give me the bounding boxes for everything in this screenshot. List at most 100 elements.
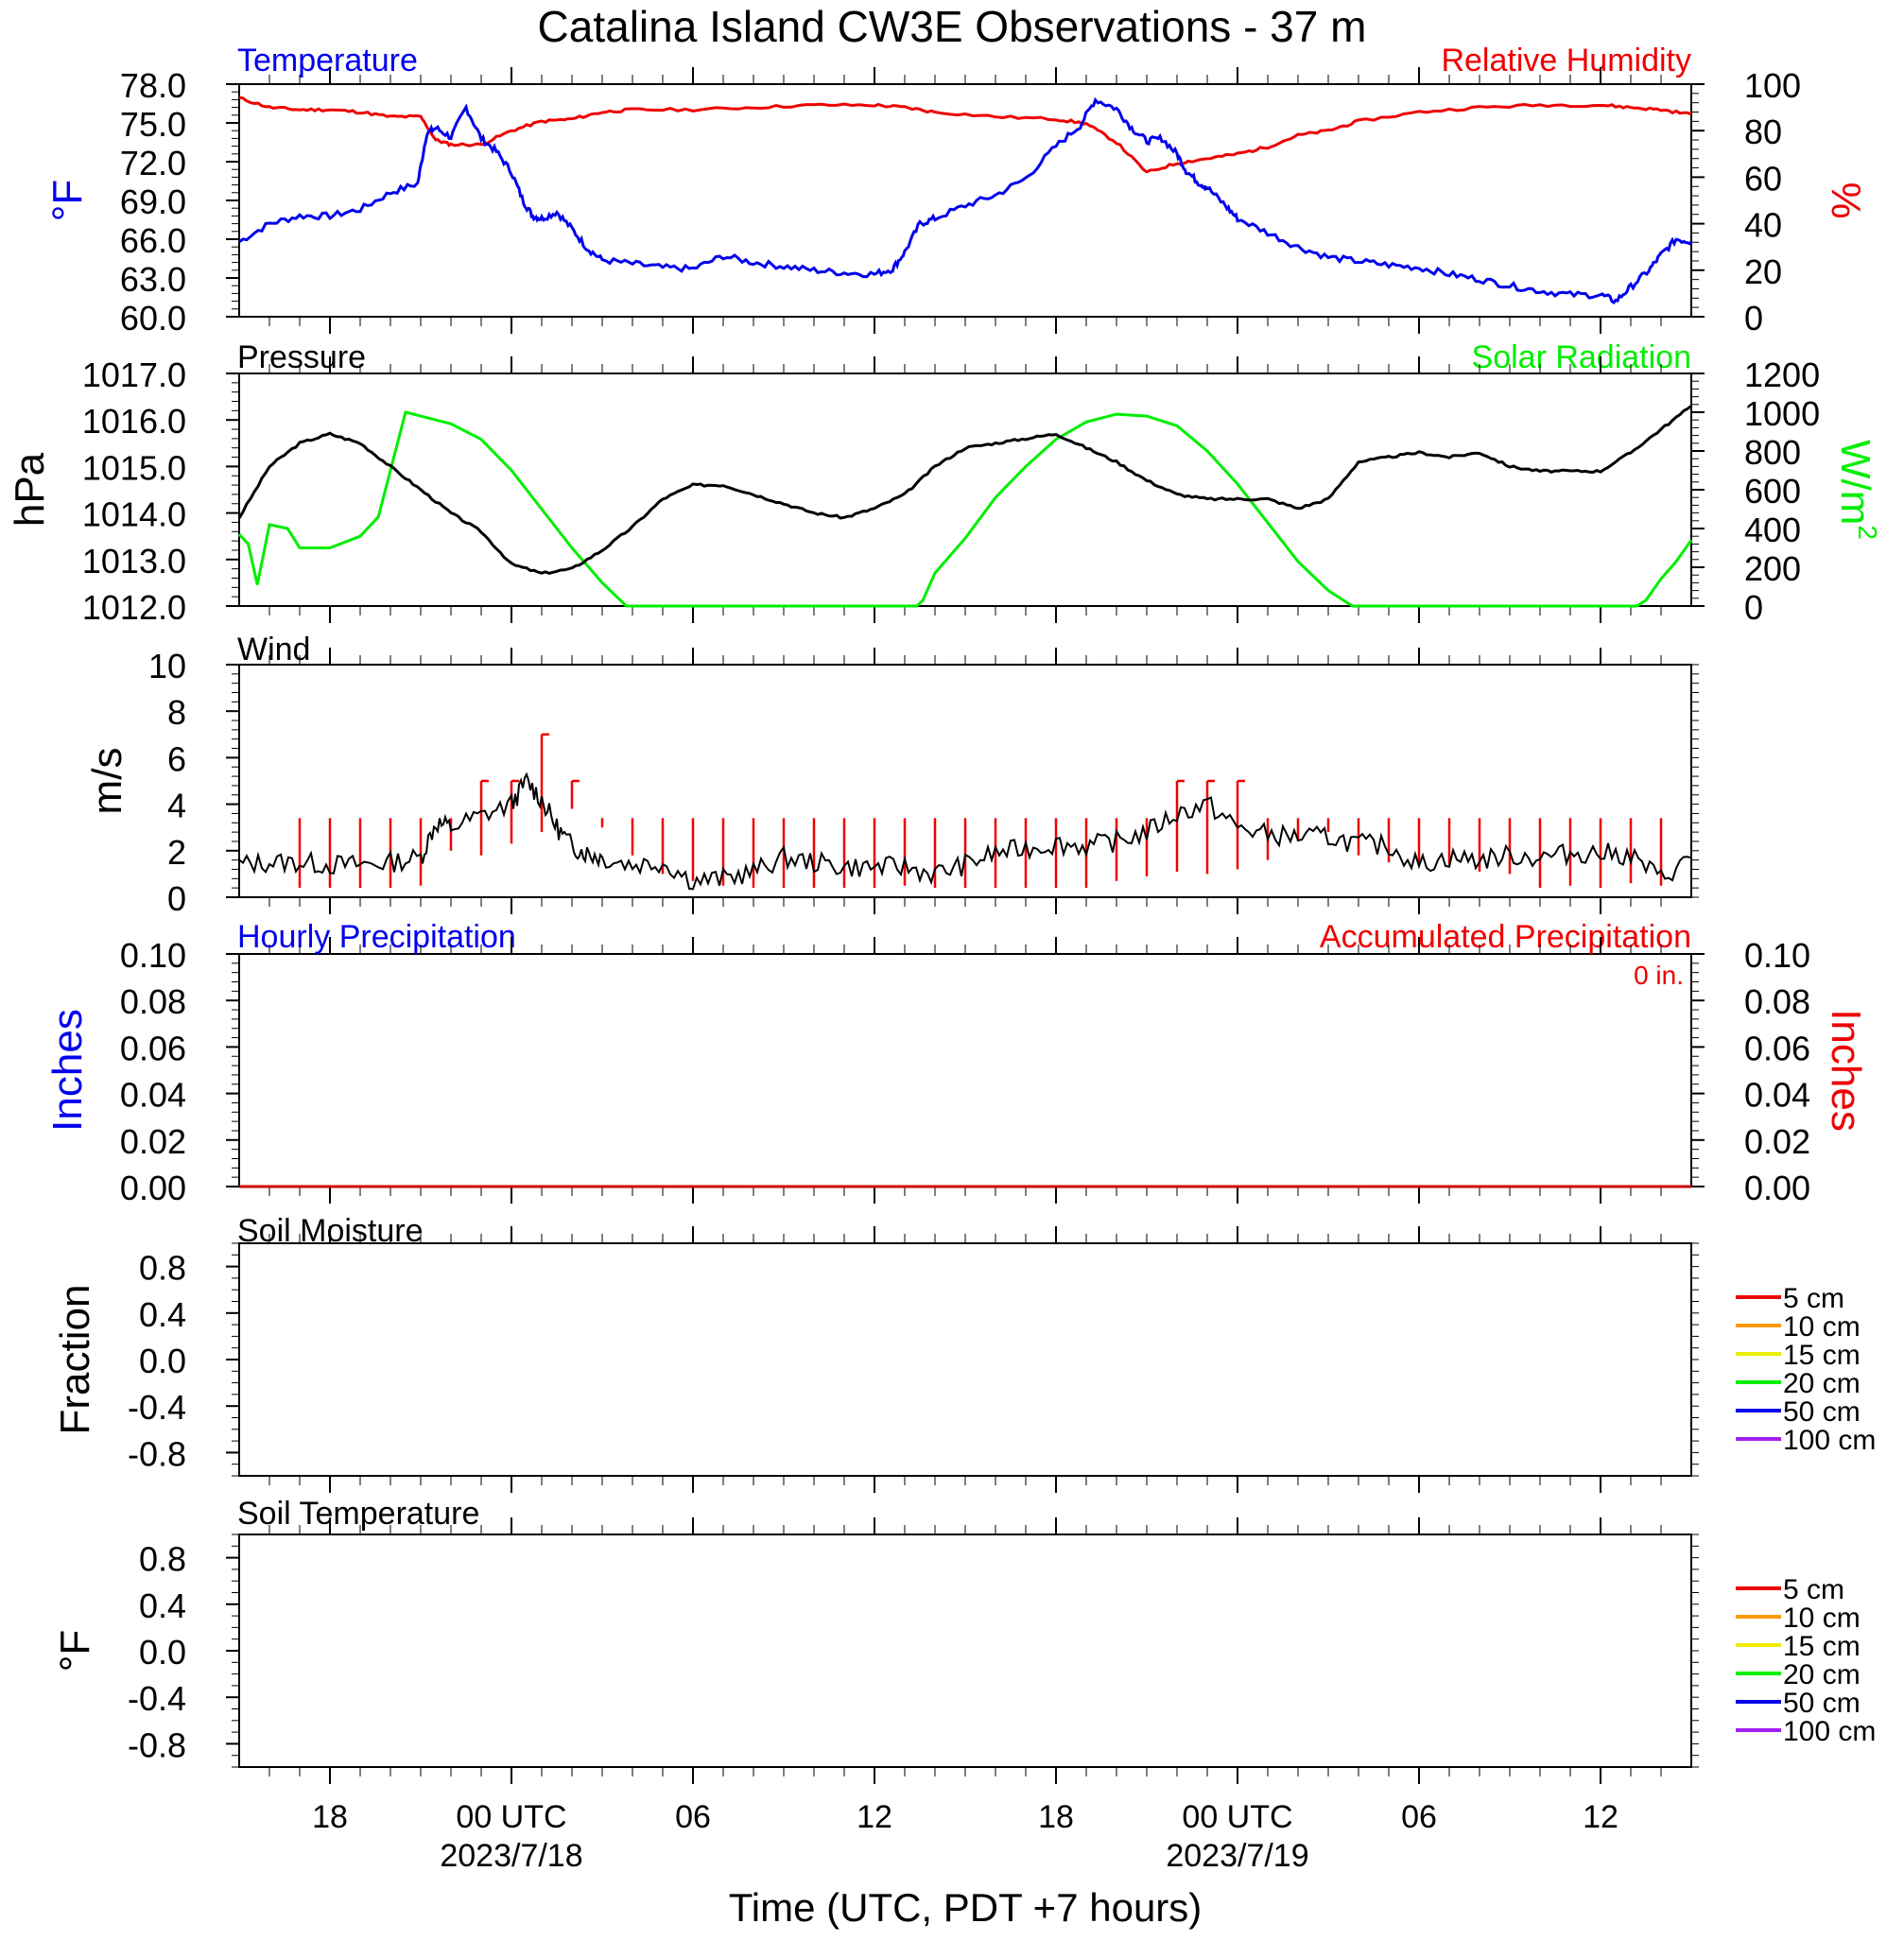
humidity-axis-label: % [1823, 182, 1869, 218]
y-tick-label: 200 [1744, 549, 1801, 588]
accum-precip-title: Accumulated Precipitation [1320, 919, 1691, 955]
y-tick-label: 0.8 [139, 1249, 186, 1288]
x-tick-label: 12 [857, 1799, 892, 1835]
x-tick-label: 12 [1583, 1799, 1618, 1835]
wind-tick-labels: 10 8 6 4 2 0 [148, 647, 239, 918]
wind-barb [540, 733, 549, 833]
y-tick-label: 400 [1744, 511, 1801, 549]
panel-temp-rh: Temperature Relative Humidity °F % 78.07… [44, 43, 1869, 338]
soil-moisture-axis-label: Fraction [52, 1285, 98, 1435]
legend-label: 50 cm [1783, 1396, 1861, 1428]
legend-item: 100 cm [1736, 1425, 1876, 1456]
y-tick-label: 1013.0 [82, 542, 186, 581]
legend-label: 5 cm [1783, 1283, 1844, 1314]
legend-item: 5 cm [1736, 1283, 1844, 1314]
y-tick-label: 0.4 [139, 1295, 186, 1334]
panel-precip: Hourly Precipitation Accumulated Precipi… [44, 919, 1869, 1207]
solar-radiation-line [237, 410, 1693, 608]
temperature-tick-labels: 78.075.072.069.066.063.060.0 [120, 66, 239, 338]
panel-soil-moisture: Soil Moisture Fraction 0.80.40.0-0.4-0.8… [52, 1213, 1876, 1493]
soil-temp-axis-label: °F [52, 1630, 98, 1672]
wind-axis-label: m/s [84, 748, 130, 815]
y-tick-label: 0.06 [120, 1029, 186, 1067]
y-tick-label: 4 [167, 787, 186, 825]
y-tick-label: 10 [148, 647, 186, 685]
soil-temp-title: Soil Temperature [237, 1496, 479, 1532]
y-tick-label: 0.02 [120, 1122, 186, 1161]
legend-label: 20 cm [1783, 1659, 1861, 1690]
y-tick-label: 0 [1744, 588, 1763, 627]
y-tick-label: 2 [167, 833, 186, 872]
temperature-title: Temperature [237, 43, 418, 78]
panel-soil-temp: Soil Temperature °F 0.8 0.4 0.0 -0.4 -0.8 5 … [52, 1496, 1876, 1784]
legend-label: 5 cm [1783, 1574, 1844, 1605]
temperature-line [238, 96, 1693, 305]
legend-label: 10 cm [1783, 1603, 1861, 1634]
x-tick-date: 2023/7/19 [1166, 1838, 1308, 1874]
legend-item: 20 cm [1736, 1368, 1861, 1399]
wind-barb [570, 779, 580, 809]
precip-left-tick-labels: 0.10 0.08 0.06 0.04 0.02 0.00 [120, 936, 239, 1207]
wind-right-ticks [1691, 664, 1699, 898]
humidity-title: Relative Humidity [1441, 43, 1691, 78]
y-tick-label: 1200 [1744, 355, 1820, 394]
x-axis-title: Time (UTC, PDT +7 hours) [729, 1885, 1203, 1930]
time-ticks [268, 648, 1662, 914]
y-tick-label: 0.08 [1744, 982, 1810, 1021]
y-tick-label: 60 [1744, 159, 1782, 198]
y-tick-label: 0.04 [120, 1076, 186, 1115]
y-tick-label: 78.0 [120, 66, 186, 105]
y-tick-label: 63.0 [120, 260, 186, 299]
x-tick-label: 00 UTC [456, 1799, 566, 1835]
solar-axis-label: W/m2 [1832, 440, 1882, 540]
accum-precip-axis-label: Inches [1823, 1009, 1869, 1132]
y-tick-label: 0.02 [1744, 1122, 1810, 1161]
y-tick-label: 1016.0 [82, 402, 186, 441]
legend-label: 15 cm [1783, 1631, 1861, 1662]
panel-pressure-solar: Pressure Solar Radiation hPa W/m2 1017.0… [7, 339, 1882, 627]
wind-barb [1236, 779, 1245, 870]
y-tick-label: 0 [167, 879, 186, 918]
y-tick-label: -0.8 [128, 1434, 186, 1473]
y-tick-label: 1017.0 [82, 355, 186, 394]
y-tick-label: -0.4 [128, 1388, 186, 1427]
legend-item: 10 cm [1736, 1603, 1861, 1634]
y-tick-label: 0.10 [1744, 936, 1810, 975]
solar-unit-text: W/m [1832, 440, 1878, 525]
y-tick-label: 40 [1744, 206, 1782, 245]
time-ticks [268, 1226, 1662, 1493]
humidity-line [238, 95, 1692, 174]
x-tick-label: 06 [1401, 1799, 1437, 1835]
wind-barb [1205, 779, 1215, 875]
time-ticks [268, 1517, 1662, 1784]
y-tick-label: 69.0 [120, 182, 186, 221]
pressure-tick-labels: 1017.0 1016.0 1015.0 1014.0 1013.0 1012.0 [82, 355, 239, 627]
wind-title: Wind [237, 632, 310, 667]
wind-speed-line [238, 771, 1692, 891]
wind-barb [510, 779, 519, 844]
y-tick-label: 0.0 [139, 1633, 186, 1672]
solar-unit-superscript: 2 [1853, 525, 1882, 540]
time-ticks [268, 937, 1662, 1204]
legend-label: 100 cm [1783, 1425, 1876, 1456]
hourly-precip-title: Hourly Precipitation [237, 919, 516, 955]
y-tick-label: 1000 [1744, 394, 1820, 433]
pressure-line [237, 405, 1692, 575]
legend-item: 50 cm [1736, 1396, 1861, 1428]
time-ticks [268, 356, 1662, 623]
y-tick-label: 0.04 [1744, 1076, 1810, 1115]
y-tick-label: 72.0 [120, 144, 186, 182]
x-tick-label: 06 [675, 1799, 711, 1835]
y-tick-label: 75.0 [120, 105, 186, 144]
pressure-title: Pressure [237, 339, 366, 375]
y-tick-label: 60.0 [120, 299, 186, 338]
legend-item: 10 cm [1736, 1311, 1861, 1343]
x-tick-date: 2023/7/18 [440, 1838, 582, 1874]
solar-title: Solar Radiation [1472, 339, 1691, 375]
x-tick-label: 00 UTC [1182, 1799, 1292, 1835]
y-tick-label: 0.00 [120, 1169, 186, 1207]
legend-label: 100 cm [1783, 1716, 1876, 1747]
